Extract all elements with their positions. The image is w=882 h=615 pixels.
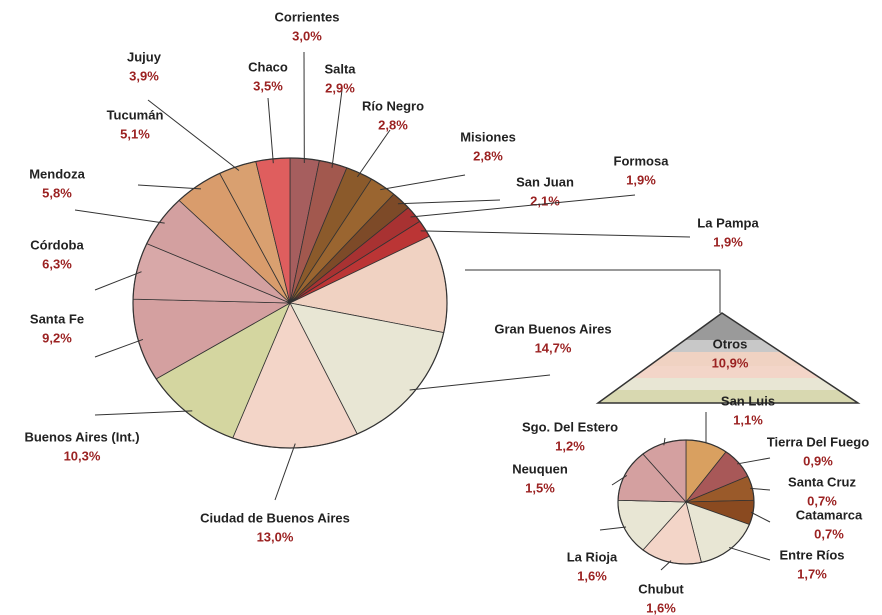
slice-label: Jujuy xyxy=(127,49,162,64)
leader-line xyxy=(147,99,240,171)
slice-label: La Pampa xyxy=(697,215,759,230)
otros-leader xyxy=(465,269,721,313)
slice-value: 1,6% xyxy=(577,568,607,583)
slice-value: 1,9% xyxy=(713,234,743,249)
leader-line xyxy=(137,184,201,190)
leader-line xyxy=(94,410,193,416)
slice-value: 6,3% xyxy=(42,256,72,271)
leader-line xyxy=(599,526,627,531)
leader-line xyxy=(267,97,274,164)
slice-value: 0,9% xyxy=(803,453,833,468)
slice-label: Otros xyxy=(713,336,748,351)
slice-label: San Juan xyxy=(516,174,574,189)
slice-label: Ciudad de Buenos Aires xyxy=(200,510,350,525)
slice-value: 5,1% xyxy=(120,126,150,141)
slice-value: 2,8% xyxy=(378,117,408,132)
slice-label: San Luis xyxy=(721,393,775,408)
slice-label: Formosa xyxy=(614,153,670,168)
slice-label: Sgo. Del Estero xyxy=(522,419,618,434)
slice-value: 1,5% xyxy=(525,480,555,495)
slice-label: Córdoba xyxy=(30,237,84,252)
slice-label: Chaco xyxy=(248,59,288,74)
pie-outline xyxy=(132,157,448,449)
slice-value: 1,1% xyxy=(733,412,763,427)
leader-line xyxy=(663,437,666,446)
slice-label: Santa Cruz xyxy=(788,474,856,489)
slice-value: 0,7% xyxy=(814,526,844,541)
leader-line xyxy=(94,338,144,358)
pie-outline xyxy=(617,439,755,565)
slice-label: Gran Buenos Aires xyxy=(494,321,611,336)
slice-label: Corrientes xyxy=(274,9,339,24)
slice-label: Salta xyxy=(324,61,356,76)
leader-line xyxy=(356,129,391,178)
slice-value: 3,5% xyxy=(253,78,283,93)
triangle-outline xyxy=(595,312,861,404)
slice-value: 13,0% xyxy=(257,529,294,544)
slice-label: Chubut xyxy=(638,581,684,596)
leader-line xyxy=(410,194,636,218)
slice-value: 10,9% xyxy=(712,355,749,370)
slice-value: 3,9% xyxy=(129,68,159,83)
leader-line xyxy=(729,546,771,561)
leader-line xyxy=(380,174,466,191)
slice-label: Catamarca xyxy=(796,507,863,522)
slice-label: Entre Ríos xyxy=(779,547,844,562)
slice-value: 14,7% xyxy=(535,340,572,355)
slice-label: Mendoza xyxy=(29,166,85,181)
slice-label: Santa Fe xyxy=(30,311,84,326)
leader-line xyxy=(420,230,691,238)
slice-label: Tucumán xyxy=(107,107,164,122)
slice-value: 9,2% xyxy=(42,330,72,345)
slice-label: Neuquen xyxy=(512,461,568,476)
leader-line xyxy=(397,199,501,205)
slice-value: 1,6% xyxy=(646,600,676,615)
slice-value: 3,0% xyxy=(292,28,322,43)
leader-line xyxy=(331,89,343,168)
slice-value: 2,8% xyxy=(473,148,503,163)
leader-line xyxy=(750,487,771,491)
slice-value: 5,8% xyxy=(42,185,72,200)
leader-line xyxy=(94,271,142,291)
slice-label: La Rioja xyxy=(567,549,618,564)
slice-value: 2,1% xyxy=(530,193,560,208)
leader-line xyxy=(409,374,551,391)
slice-value: 2,9% xyxy=(325,80,355,95)
slice-label: Buenos Aires (Int.) xyxy=(24,429,139,444)
leader-line xyxy=(74,209,165,224)
slice-label: Misiones xyxy=(460,129,516,144)
slice-value: 1,9% xyxy=(626,172,656,187)
leader-line xyxy=(611,475,628,486)
slice-label: Río Negro xyxy=(362,98,424,113)
leader-line xyxy=(736,457,771,465)
leader-line xyxy=(274,443,296,501)
leader-line xyxy=(750,511,771,523)
slice-value: 0,7% xyxy=(807,493,837,508)
slice-label: Tierra Del Fuego xyxy=(767,434,869,449)
slice-value: 1,7% xyxy=(797,566,827,581)
slice-value: 10,3% xyxy=(64,448,101,463)
slice-value: 1,2% xyxy=(555,438,585,453)
